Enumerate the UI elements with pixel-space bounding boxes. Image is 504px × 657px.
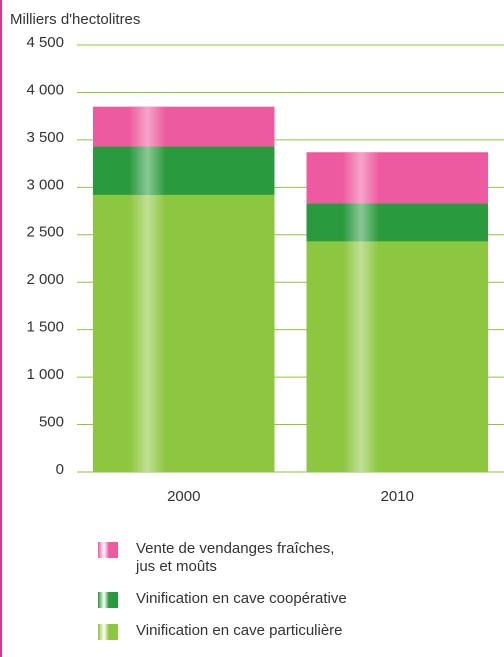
y-tick-label: 500	[39, 414, 64, 431]
legend-label: Vente de vendanges fraîches, jus et moût…	[136, 540, 335, 575]
legend-swatch	[98, 542, 118, 558]
legend-item: Vente de vendanges fraîches, jus et moût…	[98, 540, 351, 576]
x-tick-label: 2000	[167, 488, 200, 505]
y-tick-label: 2 500	[26, 224, 64, 241]
y-tick-label: 3 500	[26, 129, 64, 146]
legend-label: Vinification en cave coopérative	[136, 590, 347, 607]
bar-highlight	[93, 194, 275, 472]
x-tick-label: 2010	[381, 488, 414, 505]
y-tick-label: 2 000	[26, 271, 64, 288]
legend-label: Vinification en cave particulière	[136, 622, 343, 639]
y-tick-label: 0	[56, 461, 64, 478]
legend-item: Vinification en cave coopérative	[98, 590, 351, 608]
bar-highlight	[306, 152, 488, 204]
y-tick-label: 4 000	[26, 81, 64, 98]
legend-swatch	[98, 592, 118, 608]
y-tick-label: 1 500	[26, 319, 64, 336]
bar-highlight	[93, 106, 275, 147]
bar-highlight	[306, 241, 488, 472]
y-tick-label: 3 000	[26, 176, 64, 193]
bar-highlight	[306, 203, 488, 242]
legend: Vente de vendanges fraîches, jus et moût…	[98, 540, 351, 654]
legend-item: Vinification en cave particulière	[98, 622, 351, 640]
y-tick-label: 4 500	[26, 34, 64, 51]
y-axis-label: Milliers d'hectolitres	[10, 11, 140, 28]
legend-swatch	[98, 624, 118, 640]
bar-highlight	[93, 146, 275, 195]
y-tick-label: 1 000	[26, 366, 64, 383]
